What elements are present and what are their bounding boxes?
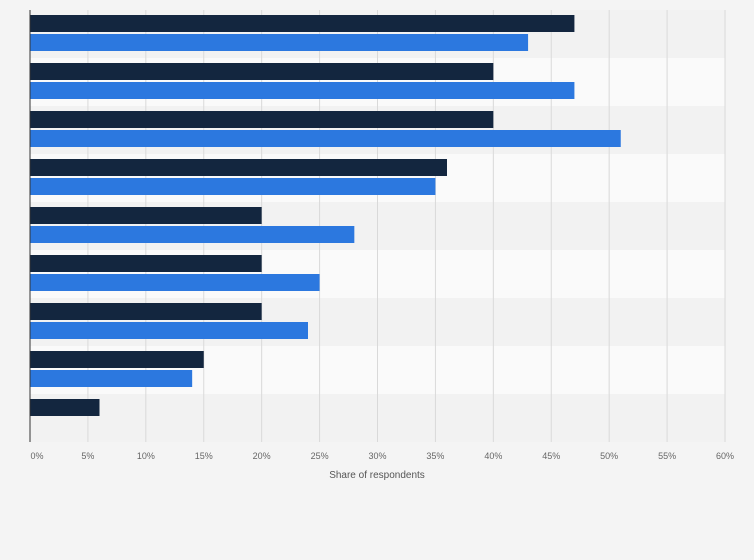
x-tick-label: 10% xyxy=(137,451,155,461)
bar xyxy=(30,399,100,416)
x-axis-title: Share of respondents xyxy=(329,470,425,481)
x-tick-label: 45% xyxy=(542,451,560,461)
x-tick-label: 55% xyxy=(658,451,676,461)
x-tick-label: 60% xyxy=(716,451,734,461)
x-tick-label: 20% xyxy=(253,451,271,461)
bar xyxy=(30,274,320,291)
bar xyxy=(30,178,436,195)
x-tick-label: 40% xyxy=(484,451,502,461)
x-tick-label: 5% xyxy=(81,451,94,461)
x-tick-labels: 0% 5% 10% 15% 20% 25% 30% 35% 40% 45% 50% 55% 60% xyxy=(30,451,734,461)
bar xyxy=(30,303,262,320)
bar xyxy=(30,34,529,51)
bar xyxy=(30,207,262,224)
bar xyxy=(30,15,575,32)
bar xyxy=(30,82,575,99)
x-tick-label: 15% xyxy=(195,451,213,461)
bar xyxy=(30,322,308,339)
x-tick-label: 30% xyxy=(368,451,386,461)
x-tick-label: 50% xyxy=(600,451,618,461)
x-tick-label: 0% xyxy=(30,451,43,461)
bar xyxy=(30,255,262,272)
bar xyxy=(30,226,355,243)
bar xyxy=(30,130,621,147)
bar xyxy=(30,111,494,128)
bar xyxy=(30,370,193,387)
bar xyxy=(30,351,204,368)
x-tick-label: 25% xyxy=(311,451,329,461)
bar xyxy=(30,159,447,176)
x-tick-label: 35% xyxy=(426,451,444,461)
bars xyxy=(30,15,621,416)
bar xyxy=(30,63,494,80)
